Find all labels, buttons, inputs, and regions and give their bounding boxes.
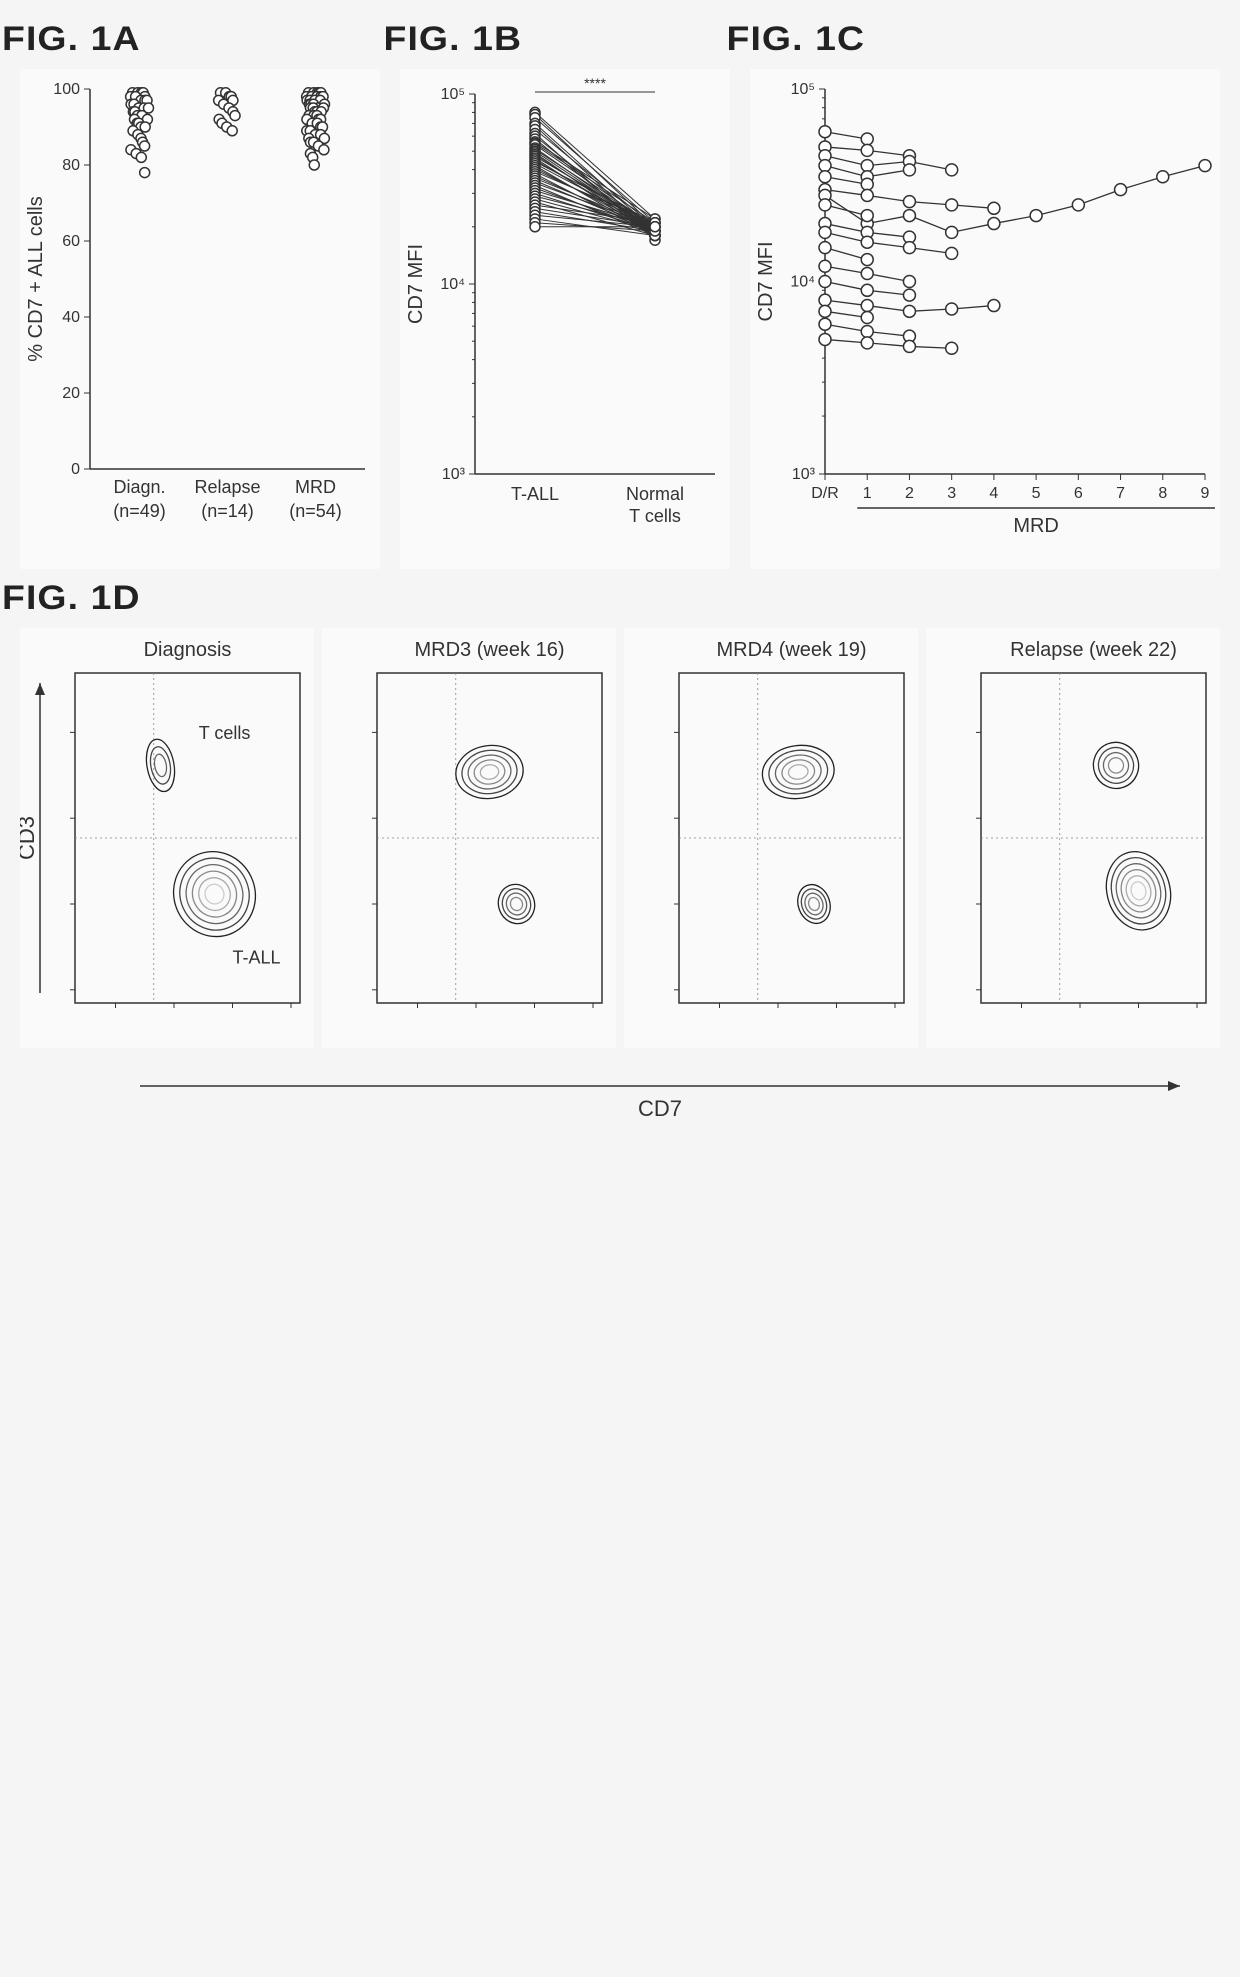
fig1d-label: FIG. 1D: [2, 579, 398, 618]
svg-text:8: 8: [1158, 485, 1167, 502]
panel-d-4-chart: Relapse (week 22): [926, 628, 1216, 1048]
fig1c-label: FIG. 1C: [727, 20, 1240, 59]
svg-text:1: 1: [863, 485, 872, 502]
svg-text:D/R: D/R: [811, 485, 839, 502]
svg-text:Relapse: Relapse: [194, 477, 260, 497]
svg-text:(n=54): (n=54): [289, 501, 342, 521]
svg-text:3: 3: [947, 485, 956, 502]
panel-d-row: DiagnosisT cellsT-ALLCD3 MRD3 (week 16) …: [20, 628, 1220, 1136]
fig1b-label: FIG. 1B: [384, 20, 747, 59]
svg-text:4: 4: [989, 485, 998, 502]
fig1a-label: FIG. 1A: [2, 20, 398, 59]
svg-text:40: 40: [62, 309, 80, 326]
svg-text:0: 0: [71, 461, 80, 478]
panel-d-axis-labels: CD7: [20, 1056, 1220, 1136]
svg-text:10⁵: 10⁵: [441, 86, 465, 103]
svg-text:10³: 10³: [792, 466, 816, 483]
svg-text:MRD3 (week 16): MRD3 (week 16): [414, 639, 564, 661]
svg-text:6: 6: [1074, 485, 1083, 502]
svg-text:CD7 MFI: CD7 MFI: [405, 244, 427, 324]
svg-text:9: 9: [1201, 485, 1210, 502]
panel-c: 10³ 10⁴ 10⁵ CD7 MFI D/R 1 2 3 4 5 6 7 8 9 MRD: [750, 69, 1220, 569]
svg-text:Normal: Normal: [626, 484, 684, 504]
svg-text:T cells: T cells: [199, 723, 251, 743]
svg-text:10³: 10³: [442, 466, 466, 483]
svg-text:T cells: T cells: [629, 506, 681, 526]
svg-text:60: 60: [62, 233, 80, 250]
svg-text:CD7: CD7: [638, 1096, 682, 1121]
svg-text:CD3: CD3: [20, 816, 39, 860]
svg-text:20: 20: [62, 385, 80, 402]
panel-d-4: Relapse (week 22): [926, 628, 1220, 1048]
svg-text:10⁵: 10⁵: [791, 81, 815, 98]
svg-text:CD7 MFI: CD7 MFI: [755, 242, 777, 322]
panel-a: 0 20 40 60 80 100 % CD7 + ALL cells Diagn. (n=49…: [20, 69, 380, 569]
svg-text:7: 7: [1116, 485, 1125, 502]
svg-text:5: 5: [1032, 485, 1041, 502]
svg-text:80: 80: [62, 157, 80, 174]
svg-text:10⁴: 10⁴: [790, 274, 815, 291]
svg-text:T-ALL: T-ALL: [511, 484, 559, 504]
svg-text:****: ****: [584, 75, 606, 91]
panel-c-chart: 10³ 10⁴ 10⁵ CD7 MFI D/R 1 2 3 4 5 6 7 8 9 MRD: [750, 69, 1220, 569]
svg-text:T-ALL: T-ALL: [233, 947, 281, 967]
svg-text:(n=49): (n=49): [113, 501, 166, 521]
panel-d-3: MRD4 (week 19): [624, 628, 918, 1048]
svg-text:100: 100: [53, 81, 80, 98]
panel-a-chart: 0 20 40 60 80 100 % CD7 + ALL cells Diagn. (n=49…: [20, 69, 380, 569]
panel-d-3-chart: MRD4 (week 19): [624, 628, 914, 1048]
svg-text:(n=14): (n=14): [201, 501, 254, 521]
panel-d-2-chart: MRD3 (week 16): [322, 628, 612, 1048]
panel-b-chart: 10³ 10⁴ 10⁵ CD7 MFI T-ALL NormalT cells ****: [400, 69, 730, 569]
svg-text:10⁴: 10⁴: [440, 276, 465, 293]
panel-d-2: MRD3 (week 16): [322, 628, 616, 1048]
svg-text:% CD7 + ALL cells: % CD7 + ALL cells: [25, 196, 47, 361]
panel-d-shared-axis: CD7: [20, 1056, 1200, 1136]
svg-text:Diagnosis: Diagnosis: [144, 639, 232, 661]
svg-text:Relapse (week 22): Relapse (week 22): [1010, 639, 1177, 661]
svg-text:MRD: MRD: [1013, 515, 1059, 537]
panel-d-1: Diagnosis T cells T-ALL CD3: [20, 628, 314, 1048]
svg-text:MRD: MRD: [295, 477, 336, 497]
panel-b: 10³ 10⁴ 10⁵ CD7 MFI T-ALL NormalT cells ****: [400, 69, 730, 569]
figure-grid: FIG. 1A FIG. 1B FIG. 1C 020406080100% CD…: [20, 20, 1220, 1136]
panel-d-1-chart: Diagnosis T cells T-ALL CD3: [20, 628, 310, 1048]
svg-text:Diagn.: Diagn.: [113, 477, 165, 497]
svg-text:2: 2: [905, 485, 914, 502]
svg-text:MRD4 (week 19): MRD4 (week 19): [716, 639, 866, 661]
